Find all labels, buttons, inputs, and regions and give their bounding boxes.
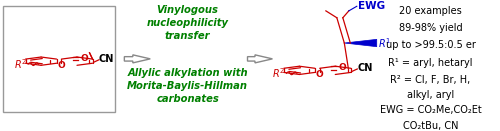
Text: 20 examples: 20 examples: [399, 6, 462, 16]
Text: $R^1$: $R^1$: [378, 36, 392, 50]
Text: alkyl, aryl: alkyl, aryl: [407, 90, 454, 100]
Text: up to >99.5:0.5 er: up to >99.5:0.5 er: [386, 40, 476, 50]
Bar: [3, 6, 116, 112]
Text: O: O: [338, 63, 346, 72]
Text: Vinylogous
nucleophilicity
transfer: Vinylogous nucleophilicity transfer: [146, 5, 228, 40]
Text: Allylic alkylation with
Morita-Baylis-Hillman
carbonates: Allylic alkylation with Morita-Baylis-Hi…: [127, 68, 248, 104]
Text: CN: CN: [99, 54, 114, 64]
Text: CN: CN: [357, 63, 372, 73]
Text: EWG = CO₂Me,CO₂Et: EWG = CO₂Me,CO₂Et: [380, 105, 482, 115]
Text: O: O: [58, 61, 66, 70]
Text: 89-98% yield: 89-98% yield: [398, 23, 462, 33]
Text: $R^2$: $R^2$: [272, 66, 285, 80]
Text: EWG: EWG: [358, 1, 385, 11]
Text: CO₂tBu, CN: CO₂tBu, CN: [402, 121, 458, 131]
Text: O: O: [316, 70, 324, 79]
Text: R¹ = aryl, hetaryl: R¹ = aryl, hetaryl: [388, 58, 472, 68]
Polygon shape: [344, 39, 376, 47]
Text: $R^2$: $R^2$: [14, 57, 26, 71]
Text: R² = Cl, F, Br, H,: R² = Cl, F, Br, H,: [390, 75, 470, 85]
Text: O: O: [80, 54, 88, 63]
